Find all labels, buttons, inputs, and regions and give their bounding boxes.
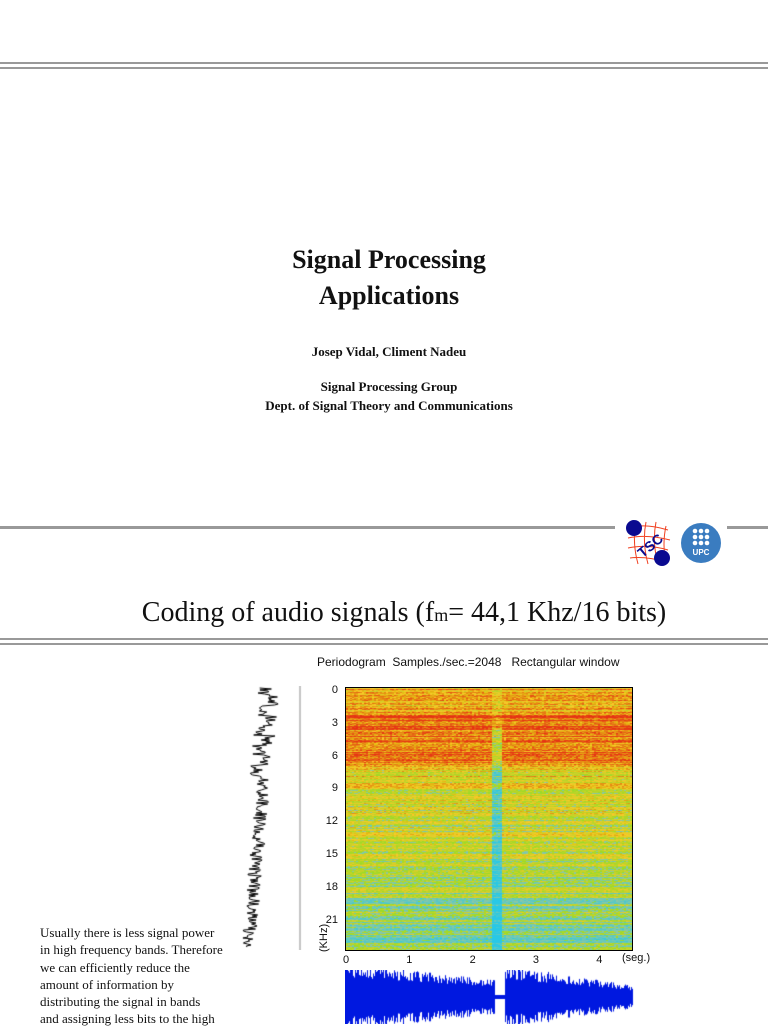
- svg-text:UPC: UPC: [693, 548, 710, 557]
- department: Dept. of Signal Theory and Communication…: [265, 398, 513, 413]
- slide2-title: Coding of audio signals (fm= 44,1 Khz/16…: [141, 597, 667, 628]
- body-line: we can efficiently reduce the: [40, 959, 190, 975]
- y-tick-label: 21: [325, 913, 338, 926]
- figure-caption: Periodogram Samples./sec.=2048 Rectangul…: [317, 655, 620, 669]
- x-tick-label: 3: [532, 954, 540, 966]
- upc-logo: UPC: [681, 523, 721, 563]
- x-axis-label: (seg.): [622, 952, 651, 964]
- top-rule-1: [0, 62, 768, 64]
- slide-separator-left: [0, 526, 615, 529]
- x-tick-label: 0: [343, 954, 350, 966]
- body-line: Usually there is less signal power: [40, 925, 215, 940]
- y-tick-label: 6: [331, 749, 338, 762]
- y-tick-label: 18: [325, 880, 338, 893]
- slide-title-line2: Applications: [318, 281, 460, 310]
- body-line: and assigning less bits to the high: [40, 1011, 215, 1027]
- y-axis-label: (KHz): [318, 923, 330, 952]
- x-tick-label: 1: [406, 954, 413, 966]
- y-tick-label: 9: [331, 782, 338, 795]
- spectrogram: [345, 687, 633, 951]
- tsc-logo: TSC: [626, 520, 671, 566]
- x-tick-label: 2: [469, 954, 476, 966]
- spectrum-profile-plot: [205, 686, 303, 950]
- slide2-rule-1: [0, 638, 768, 640]
- y-tick-label: 0: [331, 684, 338, 696]
- slide-title-line1: Signal Processing: [292, 245, 486, 274]
- audio-waveform: [345, 970, 635, 1024]
- y-tick-label: 3: [331, 716, 338, 729]
- body-line: in high frequency bands. Therefore: [40, 942, 223, 958]
- y-tick-label: 12: [325, 815, 338, 828]
- slide2-rule-2: [0, 643, 768, 645]
- group-name: Signal Processing Group: [320, 379, 458, 394]
- body-text: Usually there is less signal power in hi…: [40, 924, 223, 1028]
- x-tick-label: 4: [596, 954, 603, 966]
- slide-separator-right: [727, 526, 768, 529]
- y-tick-label: 15: [325, 848, 338, 860]
- top-rule-2: [0, 67, 768, 69]
- body-line: amount of information by: [40, 976, 174, 992]
- authors: Josep Vidal, Climent Nadeu: [311, 344, 467, 359]
- body-line: distributing the signal in bands: [40, 994, 201, 1010]
